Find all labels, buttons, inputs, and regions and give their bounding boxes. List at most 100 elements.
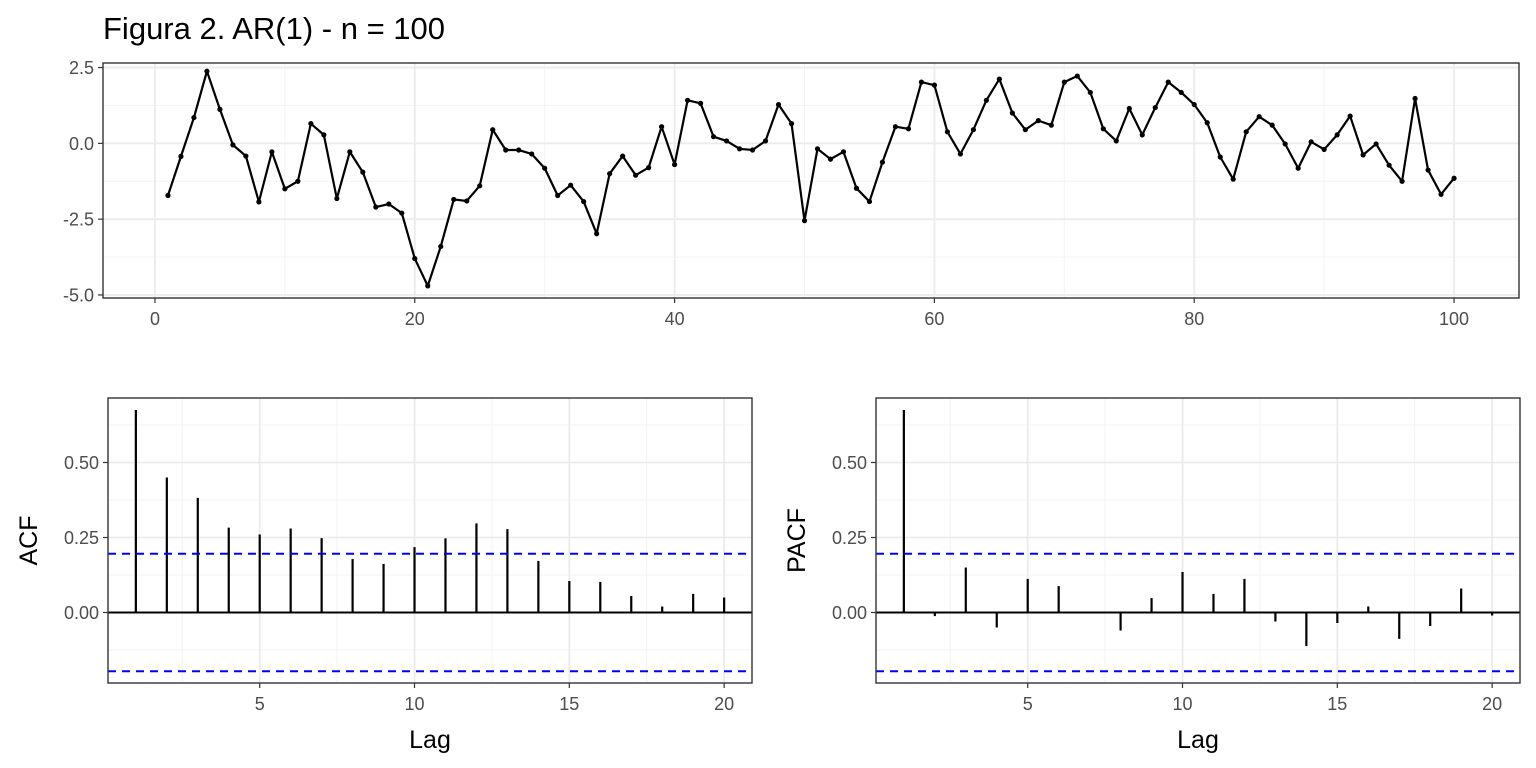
data-point xyxy=(762,138,769,144)
panel-border xyxy=(875,397,1521,684)
data-point xyxy=(451,196,457,203)
x-tick-label: 20 xyxy=(405,309,425,329)
data-point xyxy=(1334,132,1340,138)
data-point xyxy=(1022,127,1028,133)
y-tick-label: 0.25 xyxy=(832,528,867,548)
data-point xyxy=(1178,89,1184,96)
data-point xyxy=(1139,132,1145,138)
data-point xyxy=(373,204,379,210)
data-point xyxy=(827,156,834,162)
data-point xyxy=(970,127,976,133)
data-point xyxy=(256,199,262,205)
data-point xyxy=(1152,104,1158,111)
data-point xyxy=(853,185,860,191)
data-point xyxy=(1347,113,1353,119)
data-point xyxy=(697,100,704,106)
data-point xyxy=(438,243,444,250)
data-point xyxy=(918,79,925,85)
data-point xyxy=(1230,176,1236,182)
x-tick-label: 60 xyxy=(924,309,944,329)
series-line xyxy=(166,70,1455,287)
data-point xyxy=(594,231,600,237)
y-tick-label: 0.50 xyxy=(832,453,867,473)
pacf-panel: 5 10 15 20 0.00 0.25 0.50 Lag PACF xyxy=(783,397,1521,754)
data-point xyxy=(684,97,691,103)
data-point xyxy=(931,82,938,88)
data-point xyxy=(386,201,392,207)
data-point xyxy=(295,178,301,184)
y-axis-title: PACF xyxy=(783,508,811,573)
data-point xyxy=(282,186,288,192)
data-point xyxy=(814,146,821,152)
data-point xyxy=(568,182,574,188)
data-point xyxy=(217,106,223,112)
data-point xyxy=(1191,101,1197,108)
y-axis-title: ACF xyxy=(15,516,43,566)
data-point xyxy=(957,151,963,157)
data-point xyxy=(412,255,418,262)
data-point xyxy=(1412,95,1418,102)
x-tick-label: 40 xyxy=(665,309,685,329)
data-point xyxy=(983,97,989,103)
data-point xyxy=(1399,178,1405,184)
data-point xyxy=(334,195,340,202)
y-tick-label: 0.00 xyxy=(832,603,867,623)
data-point xyxy=(1308,139,1314,145)
data-point xyxy=(243,153,249,159)
x-tick-label: 5 xyxy=(255,694,265,714)
data-point xyxy=(321,132,327,138)
data-point xyxy=(710,134,717,140)
data-point xyxy=(1048,122,1054,128)
data-point xyxy=(178,153,184,159)
x-tick-label: 15 xyxy=(1327,694,1347,714)
data-point xyxy=(788,121,795,127)
data-point xyxy=(529,151,535,157)
data-point xyxy=(607,171,613,177)
data-point xyxy=(723,138,730,144)
x-axis-title: Lag xyxy=(1177,726,1219,754)
data-point xyxy=(905,126,912,132)
x-tick-label: 80 xyxy=(1184,309,1204,329)
data-point xyxy=(1386,162,1392,168)
y-tick-label: 0.25 xyxy=(64,528,99,548)
data-point xyxy=(646,165,652,171)
data-point xyxy=(516,147,522,153)
time-series-panel: 0 20 40 60 80 100 -5.0 -2.5 0.0 2.5 xyxy=(63,58,1520,329)
data-point xyxy=(555,192,561,199)
data-point xyxy=(801,218,808,224)
data-point xyxy=(633,172,639,178)
data-point xyxy=(749,147,756,153)
x-tick-label: 20 xyxy=(714,694,734,714)
data-point xyxy=(204,68,210,74)
data-point xyxy=(892,124,899,130)
data-point xyxy=(1165,79,1171,85)
data-point xyxy=(659,124,665,130)
x-tick-label: 20 xyxy=(1482,694,1502,714)
panel-background xyxy=(108,398,752,683)
data-point xyxy=(347,149,353,155)
y-tick-label: 0.0 xyxy=(69,134,94,154)
data-point xyxy=(944,129,951,135)
acf-panel: 5 10 15 20 0.00 0.25 0.50 Lag ACF xyxy=(15,397,753,754)
data-point xyxy=(464,198,470,204)
x-tick-label: 100 xyxy=(1439,309,1469,329)
y-tick-label: -5.0 xyxy=(63,285,94,305)
data-point xyxy=(581,198,587,205)
x-axis-title: Lag xyxy=(409,726,451,754)
data-point xyxy=(866,198,873,205)
y-tick-label: 0.50 xyxy=(64,453,99,473)
x-tick-label: 15 xyxy=(559,694,579,714)
data-point xyxy=(542,165,548,171)
data-point xyxy=(425,283,431,289)
data-point xyxy=(1087,89,1093,96)
data-point xyxy=(1256,114,1262,120)
data-point xyxy=(671,161,678,168)
data-point xyxy=(165,192,171,199)
data-point xyxy=(399,210,405,216)
data-point xyxy=(1074,73,1080,79)
data-point xyxy=(503,147,509,153)
data-point xyxy=(840,149,847,155)
data-point xyxy=(1061,79,1067,85)
y-tick-label: 2.5 xyxy=(69,58,94,78)
data-point xyxy=(1321,146,1327,153)
